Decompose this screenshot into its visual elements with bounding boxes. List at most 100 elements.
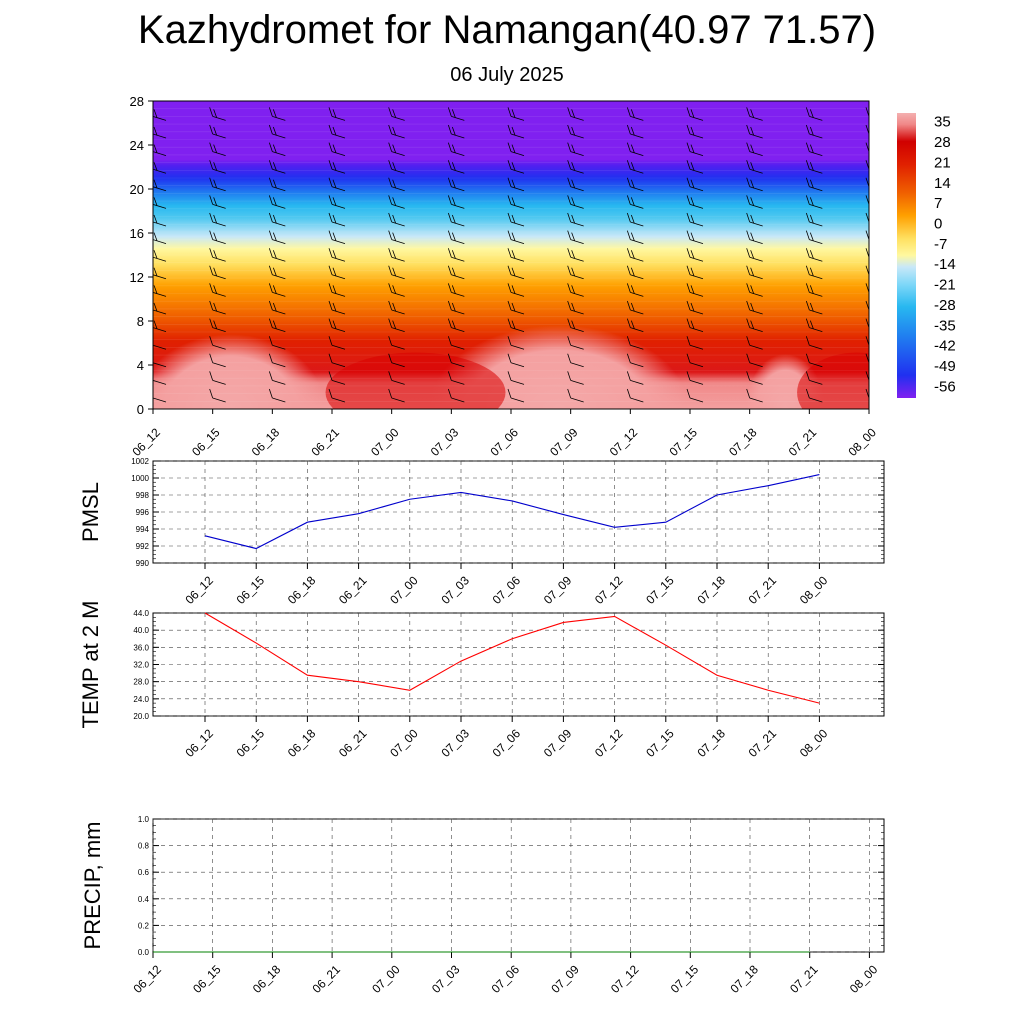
wind-barb-feather — [870, 127, 873, 135]
wind-barb-feather — [507, 230, 512, 240]
wind-barb-feather — [392, 179, 397, 189]
wind-barb-feather — [750, 302, 755, 312]
wind-barb-staff — [272, 327, 286, 332]
wind-barb-feather — [805, 212, 810, 223]
wind-barb-feather — [328, 388, 333, 399]
wind-barb-feather — [209, 177, 214, 187]
wind-barb-staff — [272, 133, 286, 139]
colorbar — [897, 113, 916, 398]
wind-barb — [805, 371, 823, 385]
wind-barb-feather — [870, 250, 873, 258]
wind-barb-feather — [272, 109, 277, 118]
wind-barb-staff — [331, 239, 346, 244]
wind-barb-feather — [626, 318, 631, 328]
wind-barb-feather — [626, 107, 631, 117]
wind-barb-feather — [328, 160, 333, 170]
wind-barb-feather — [809, 126, 814, 136]
wind-barb — [388, 371, 405, 385]
wind-barb — [328, 107, 346, 121]
cool-region — [325, 352, 506, 409]
wind-barb-feather — [571, 302, 576, 312]
y-tick-label: 0 — [137, 402, 144, 417]
x-tick-label: 07_18 — [726, 425, 760, 459]
x-tick-label: 07_03 — [428, 425, 462, 459]
wind-barb-staff — [451, 327, 465, 332]
wind-barb-feather — [686, 142, 691, 152]
wind-barb-feather — [447, 318, 452, 328]
wind-barb-feather — [626, 142, 631, 152]
wind-barb-feather — [213, 285, 218, 294]
plot-frame — [152, 818, 885, 953]
wind-barb-staff — [153, 204, 167, 209]
wind-barb-staff — [212, 292, 226, 297]
wind-barb-feather — [268, 177, 273, 187]
x-tick-label: 07_00 — [368, 425, 402, 459]
wind-barb-feather — [690, 214, 695, 224]
wind-barb-feather — [332, 214, 337, 224]
wind-barb-staff — [809, 168, 823, 174]
wind-barb-feather — [746, 318, 751, 328]
wind-barb — [686, 107, 704, 121]
wind-barb-staff — [153, 362, 167, 368]
wind-barb-feather — [750, 197, 755, 206]
y-tick-label: 28.0 — [133, 678, 149, 687]
wind-barb — [388, 195, 405, 209]
x-tick-label: 06_15 — [189, 425, 223, 459]
wind-barb-feather — [805, 388, 810, 399]
wind-barb-staff — [331, 256, 346, 262]
wind-barb-staff — [749, 116, 763, 121]
wind-barb-staff — [391, 292, 405, 297]
wind-barb-feather — [805, 318, 810, 328]
wind-barb — [567, 195, 584, 209]
wind-barb-feather — [328, 124, 333, 135]
wind-barb-staff — [749, 151, 763, 156]
wind-barb — [746, 195, 763, 209]
wind-barb — [507, 124, 525, 139]
wind-barb-feather — [746, 283, 751, 293]
wind-barb-feather — [511, 197, 516, 206]
wind-barb — [805, 300, 823, 315]
wind-barb — [328, 142, 346, 156]
wind-barb-feather — [805, 300, 810, 311]
wind-barb-feather — [268, 371, 273, 381]
wind-barb-staff — [331, 168, 346, 174]
wind-barb — [447, 336, 465, 350]
wind-barb-feather — [750, 320, 755, 329]
wind-barb-feather — [388, 107, 393, 117]
wind-barb-feather — [507, 248, 512, 258]
wind-barb — [507, 388, 525, 403]
wind-barb-feather — [328, 248, 333, 258]
x-tick-label: 08_00 — [797, 573, 831, 607]
wind-barb-feather — [567, 265, 572, 275]
wind-barb-feather — [388, 177, 393, 187]
x-tick-label: 06_12 — [129, 425, 163, 459]
wind-barb-feather — [388, 160, 393, 170]
wind-barb-staff — [689, 186, 704, 192]
wind-barb-feather — [447, 212, 452, 223]
plot-frame — [152, 460, 885, 564]
wind-barb-feather — [809, 214, 814, 224]
wind-barb-staff — [868, 151, 869, 153]
wind-barb — [153, 302, 167, 315]
wind-barb-staff — [630, 256, 644, 262]
wind-barb-feather — [511, 250, 516, 259]
wind-barb-staff — [451, 239, 465, 244]
x-tick-label: 07_00 — [387, 726, 421, 760]
wind-barb — [209, 265, 226, 280]
wind-barb — [328, 283, 346, 297]
wind-barb-feather — [626, 248, 631, 258]
wind-barb — [209, 318, 226, 332]
wind-barb — [328, 230, 346, 244]
wind-barb-staff — [153, 309, 167, 315]
wind-barb-feather — [388, 212, 393, 223]
wind-barb-staff — [510, 362, 525, 368]
wind-barb — [507, 142, 525, 156]
wind-barb — [567, 318, 584, 332]
wind-barb-feather — [746, 195, 751, 205]
x-tick-label: 07_06 — [490, 573, 524, 607]
wind-barb — [328, 248, 346, 262]
wind-barb — [626, 107, 644, 121]
wind-barb-feather — [272, 320, 277, 329]
wind-barb — [746, 388, 763, 403]
x-tick-label: 07_15 — [666, 425, 700, 459]
